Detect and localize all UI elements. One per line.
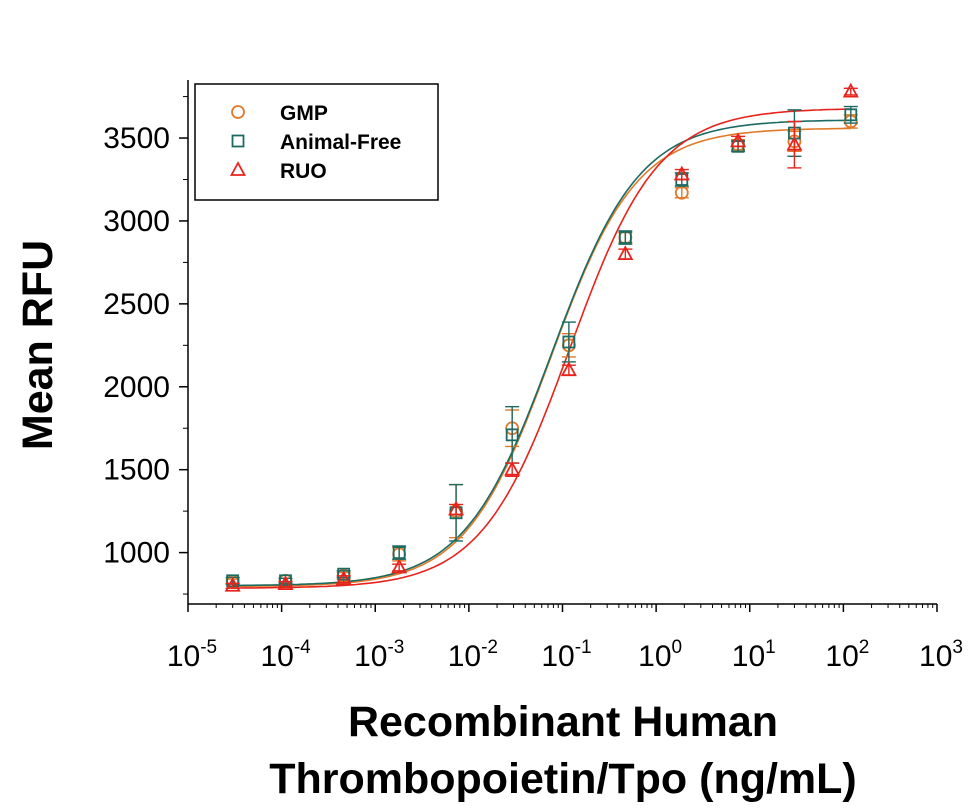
x-tick-label: 103 (919, 637, 963, 673)
x-tick-label: 10-2 (448, 637, 498, 673)
legend-marker-gmp (231, 105, 245, 119)
data-point-animal-free (844, 108, 858, 122)
y-tick-label: 1000 (103, 537, 170, 570)
data-point-animal-free (618, 231, 632, 244)
data-point-ruo (448, 500, 465, 516)
y-tick-label: 2000 (103, 371, 170, 404)
y-axis-title: Mean RFU (14, 240, 62, 450)
data-point-ruo (560, 361, 577, 377)
data-point-ruo (335, 570, 352, 586)
legend-marker-ruo (229, 161, 247, 176)
y-tick-label: 3500 (103, 122, 170, 155)
x-axis-title-line-2: Thrombopoietin/Tpo (ng/mL) (269, 755, 857, 803)
y-tick-label: 3000 (103, 205, 170, 238)
legend-marker-animal-free (231, 134, 245, 148)
y-tick-label: 1500 (103, 454, 170, 487)
data-point-animal-free (505, 428, 519, 442)
data-point-ruo (391, 558, 408, 574)
fit-curve-ruo (232, 108, 851, 589)
data-point-ruo (730, 132, 747, 148)
data-point-animal-free (392, 546, 406, 559)
data-points (224, 82, 859, 592)
data-point-ruo (842, 82, 859, 98)
x-axis-title-line-1: Recombinant Human (348, 698, 778, 746)
x-tick-label: 10-5 (167, 637, 217, 673)
x-tick-label: 101 (732, 637, 776, 673)
fit-curves (232, 108, 851, 589)
axes: 1000 1500 2000 2500 3000 3500 10-5 10-4 10-3 10-2… (103, 80, 963, 673)
x-tick-label: 10-1 (541, 637, 591, 673)
x-tick-label: 10-4 (260, 637, 311, 673)
legend-label-ruo: RUO (280, 160, 327, 183)
data-point-ruo (277, 575, 294, 591)
data-point-ruo (673, 165, 690, 181)
x-tick-label: 102 (825, 637, 869, 673)
x-tick-label: 100 (638, 637, 682, 673)
data-point-animal-free (562, 335, 576, 349)
data-point-ruo (224, 576, 241, 592)
data-point-ruo (617, 245, 634, 261)
y-tick-label: 2500 (103, 288, 170, 321)
x-tick-label: 10-3 (354, 637, 404, 673)
fit-curve-animal-free (232, 119, 851, 587)
legend-label-animal-free: Animal-Free (280, 131, 401, 154)
legend-box (194, 83, 439, 201)
data-point-ruo (786, 135, 803, 151)
data-point-ruo (504, 460, 521, 476)
legend: GMP Animal-Free RUO (194, 83, 439, 201)
legend-label-gmp: GMP (280, 102, 328, 125)
